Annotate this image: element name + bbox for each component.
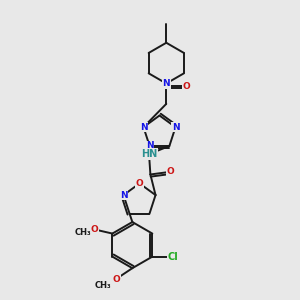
Text: CH₃: CH₃ (94, 281, 111, 290)
Text: N: N (172, 123, 179, 132)
Text: O: O (91, 225, 99, 234)
Text: N: N (163, 79, 170, 88)
Text: CH₃: CH₃ (74, 228, 91, 237)
Text: O: O (112, 274, 120, 284)
Text: HN: HN (141, 149, 157, 159)
Text: O: O (167, 167, 175, 176)
Text: N: N (120, 190, 127, 200)
Text: O: O (183, 82, 190, 91)
Text: N: N (140, 123, 147, 132)
Text: Cl: Cl (167, 252, 178, 262)
Text: O: O (136, 179, 143, 188)
Text: N: N (146, 142, 153, 151)
